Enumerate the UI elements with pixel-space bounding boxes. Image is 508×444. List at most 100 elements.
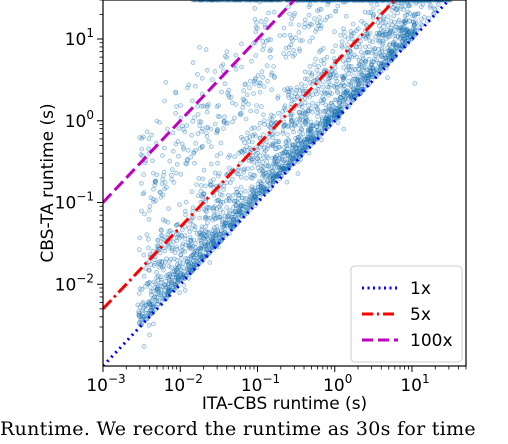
data-point (320, 79, 326, 84)
data-point (208, 242, 214, 247)
data-point (309, 135, 315, 140)
data-point (385, 14, 391, 20)
data-point (387, 47, 393, 52)
data-point (178, 171, 184, 177)
data-point (372, 56, 377, 62)
data-point (365, 76, 371, 82)
data-point (251, 172, 256, 178)
data-point (147, 284, 153, 290)
data-point (257, 168, 262, 174)
data-point (231, 219, 236, 225)
data-point (307, 64, 313, 69)
figure-caption: Runtime. We record the runtime as 30s fo… (0, 418, 476, 440)
data-point (176, 154, 181, 159)
data-point (322, 122, 328, 127)
data-point (180, 227, 185, 233)
data-point (419, 22, 425, 28)
data-point (250, 139, 255, 145)
data-point (234, 198, 239, 204)
data-point (189, 189, 195, 194)
data-point (292, 52, 298, 57)
data-point (212, 204, 217, 209)
data-point (275, 131, 280, 137)
data-point (173, 265, 178, 271)
data-point (253, 29, 259, 35)
x-tick-label: 101 (400, 372, 429, 396)
data-point (356, 81, 362, 86)
data-point (290, 126, 295, 131)
data-point (139, 301, 145, 307)
data-point (244, 92, 250, 98)
data-point (288, 21, 294, 27)
data-point (149, 292, 154, 298)
data-point (296, 46, 302, 52)
data-point (310, 35, 315, 41)
data-point (204, 109, 210, 115)
data-point (395, 19, 401, 25)
data-point (257, 90, 263, 95)
data-point (332, 29, 337, 35)
data-point (296, 22, 302, 28)
data-point (295, 171, 301, 176)
data-point (314, 124, 320, 129)
data-point (198, 119, 204, 125)
data-point (230, 176, 235, 182)
data-point (273, 170, 279, 176)
data-point (242, 189, 248, 194)
data-point (334, 78, 340, 84)
data-point (216, 171, 222, 176)
data-point (269, 70, 275, 76)
data-point (162, 145, 167, 151)
scatter-points (135, 0, 453, 349)
data-point (201, 231, 206, 237)
data-point (230, 205, 236, 210)
data-point (139, 146, 144, 152)
data-point (261, 84, 267, 89)
data-point (214, 153, 220, 158)
data-point (140, 316, 145, 321)
data-point (313, 56, 318, 62)
data-point (250, 156, 255, 161)
data-point (395, 10, 401, 16)
data-point (354, 54, 360, 60)
data-point (302, 100, 308, 106)
data-point (209, 144, 214, 150)
data-point (174, 104, 179, 109)
data-point (261, 112, 266, 118)
data-point (363, 60, 368, 65)
data-point (406, 3, 412, 8)
data-point (308, 128, 314, 134)
data-point (318, 47, 324, 53)
data-point (329, 100, 335, 106)
data-point (214, 130, 219, 136)
data-point (315, 101, 321, 107)
data-point (309, 81, 315, 87)
data-point (261, 43, 267, 49)
data-point (222, 114, 227, 120)
data-point (261, 132, 266, 137)
data-point (178, 103, 183, 108)
data-point (382, 55, 388, 61)
data-point (379, 42, 385, 48)
data-point (173, 141, 179, 147)
data-point (372, 52, 378, 58)
data-point (339, 43, 345, 49)
data-point (139, 287, 145, 292)
data-point (165, 242, 171, 248)
data-point (184, 273, 189, 278)
data-point (257, 187, 263, 193)
data-point (252, 81, 257, 87)
data-point (246, 102, 251, 107)
data-point (182, 288, 188, 293)
data-point (139, 181, 144, 186)
data-point (294, 85, 300, 90)
data-point (154, 172, 160, 178)
data-point (208, 179, 213, 184)
data-point (232, 115, 237, 121)
data-point (177, 290, 182, 295)
data-point (191, 223, 196, 228)
data-point (236, 171, 241, 177)
data-point (166, 288, 172, 294)
data-point (179, 243, 185, 249)
data-point (377, 66, 383, 71)
